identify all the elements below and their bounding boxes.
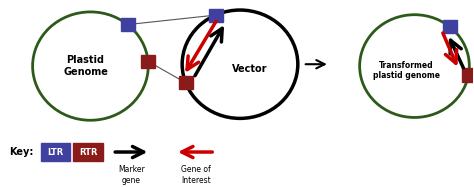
Ellipse shape bbox=[33, 12, 148, 120]
Text: RTR: RTR bbox=[79, 148, 98, 157]
Bar bbox=[120, 18, 135, 31]
Bar bbox=[443, 20, 457, 33]
Bar bbox=[462, 68, 474, 82]
Bar bbox=[41, 143, 71, 161]
Bar bbox=[209, 9, 222, 22]
Text: Plastid
Genome: Plastid Genome bbox=[63, 55, 108, 77]
Ellipse shape bbox=[360, 15, 469, 117]
Text: Gene of
Interest: Gene of Interest bbox=[181, 165, 211, 185]
Bar bbox=[73, 143, 103, 161]
Text: Transformed
plastid genome: Transformed plastid genome bbox=[373, 61, 440, 80]
Ellipse shape bbox=[182, 10, 298, 118]
Text: Key:: Key: bbox=[9, 147, 33, 157]
Text: Marker
gene: Marker gene bbox=[118, 165, 145, 185]
Bar bbox=[141, 55, 155, 68]
Text: LTR: LTR bbox=[47, 148, 64, 157]
Bar bbox=[179, 76, 192, 89]
Text: Vector: Vector bbox=[232, 64, 268, 74]
